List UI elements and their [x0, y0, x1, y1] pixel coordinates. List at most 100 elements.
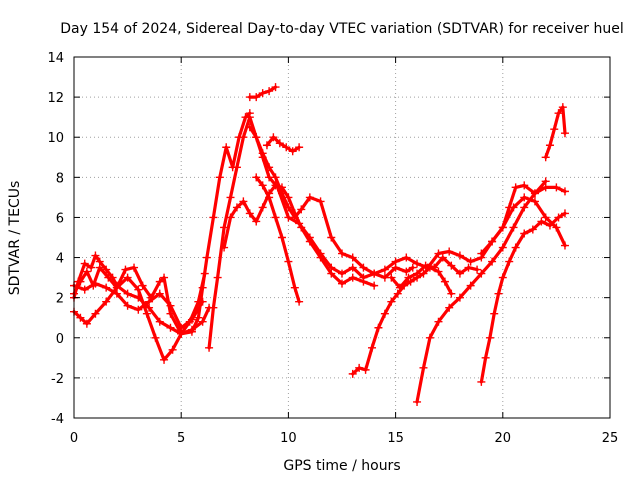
data-point: [391, 257, 400, 266]
data-point: [194, 313, 203, 322]
data-point: [187, 315, 196, 324]
x-tick-label: 10: [280, 431, 297, 446]
series-trace: [265, 135, 301, 153]
series-trace: [389, 256, 479, 290]
data-point: [245, 113, 254, 122]
data-point: [440, 277, 449, 286]
data-point: [284, 257, 293, 266]
data-point: [258, 89, 267, 98]
series-trace: [254, 175, 301, 304]
data-point: [112, 289, 121, 298]
grid-lines: [74, 57, 610, 418]
data-point: [445, 303, 454, 312]
data-point: [295, 143, 304, 152]
series-trace: [72, 111, 252, 336]
data-point: [138, 281, 147, 290]
data-point: [374, 323, 383, 332]
data-point: [520, 181, 529, 190]
data-point: [245, 209, 254, 218]
data-point: [258, 203, 267, 212]
data-point: [425, 333, 434, 342]
series-arc-15: [541, 103, 569, 162]
data-point: [213, 273, 222, 282]
data-point: [284, 193, 293, 202]
data-point: [438, 253, 447, 262]
x-tick-label: 15: [387, 431, 404, 446]
data-point: [530, 197, 539, 206]
data-point: [305, 193, 314, 202]
data-point: [552, 223, 561, 232]
series-arc-13: [477, 209, 569, 386]
data-point: [447, 289, 456, 298]
data-point: [277, 189, 286, 198]
data-point: [252, 217, 261, 226]
data-point: [355, 363, 364, 372]
data-point: [560, 187, 569, 196]
data-point: [541, 177, 550, 186]
data-point: [80, 285, 89, 294]
x-tick-label: 20: [495, 431, 512, 446]
data-point: [202, 253, 211, 262]
data-point: [413, 259, 422, 268]
data-point: [560, 241, 569, 250]
data-point: [316, 253, 325, 262]
data-point: [232, 163, 241, 172]
data-point: [177, 323, 186, 332]
data-point: [434, 317, 443, 326]
data-point: [258, 181, 267, 190]
series-arc-10: [262, 133, 304, 156]
data-point: [406, 277, 415, 286]
data-point: [488, 257, 497, 266]
data-point: [387, 273, 396, 282]
data-point: [370, 269, 379, 278]
data-point: [123, 289, 132, 298]
data-point: [160, 355, 169, 364]
data-point: [166, 323, 175, 332]
y-tick-label: 8: [56, 171, 64, 186]
data-point: [290, 213, 299, 222]
data-point: [123, 301, 132, 310]
data-point: [455, 293, 464, 302]
data-point: [209, 303, 218, 312]
data-point: [160, 273, 169, 282]
data-point: [102, 283, 111, 292]
plot-frame: [73, 56, 611, 419]
data-point: [215, 173, 224, 182]
data-point: [134, 305, 143, 314]
data-point: [485, 333, 494, 342]
data-point: [155, 289, 164, 298]
data-point: [520, 193, 529, 202]
series-trace: [72, 276, 211, 362]
data-point: [282, 143, 291, 152]
data-point: [545, 141, 554, 150]
data-point: [327, 269, 336, 278]
data-point: [245, 123, 254, 132]
data-point: [380, 309, 389, 318]
data-point: [348, 253, 357, 262]
data-point: [464, 263, 473, 272]
data-point: [284, 203, 293, 212]
y-tick-label: 0: [56, 332, 64, 347]
data-point: [421, 261, 430, 270]
data-point: [269, 133, 278, 142]
data-point: [413, 269, 422, 278]
data-point: [265, 163, 274, 172]
data-point: [528, 225, 537, 234]
data-point: [368, 343, 377, 352]
data-point: [455, 269, 464, 278]
data-point: [338, 249, 346, 258]
data-point: [168, 345, 177, 354]
series-trace: [544, 105, 567, 159]
data-point: [434, 267, 443, 276]
data-point: [552, 183, 561, 192]
data-point: [541, 153, 550, 162]
data-point: [142, 309, 151, 318]
data-point: [74, 277, 83, 286]
data-point: [265, 193, 274, 202]
chart-title: Day 154 of 2024, Sidereal Day-to-day VTE…: [60, 21, 623, 37]
data-point: [265, 87, 274, 96]
data-point: [80, 259, 89, 268]
data-point: [222, 143, 231, 152]
data-point: [91, 309, 100, 318]
data-point: [166, 301, 175, 310]
